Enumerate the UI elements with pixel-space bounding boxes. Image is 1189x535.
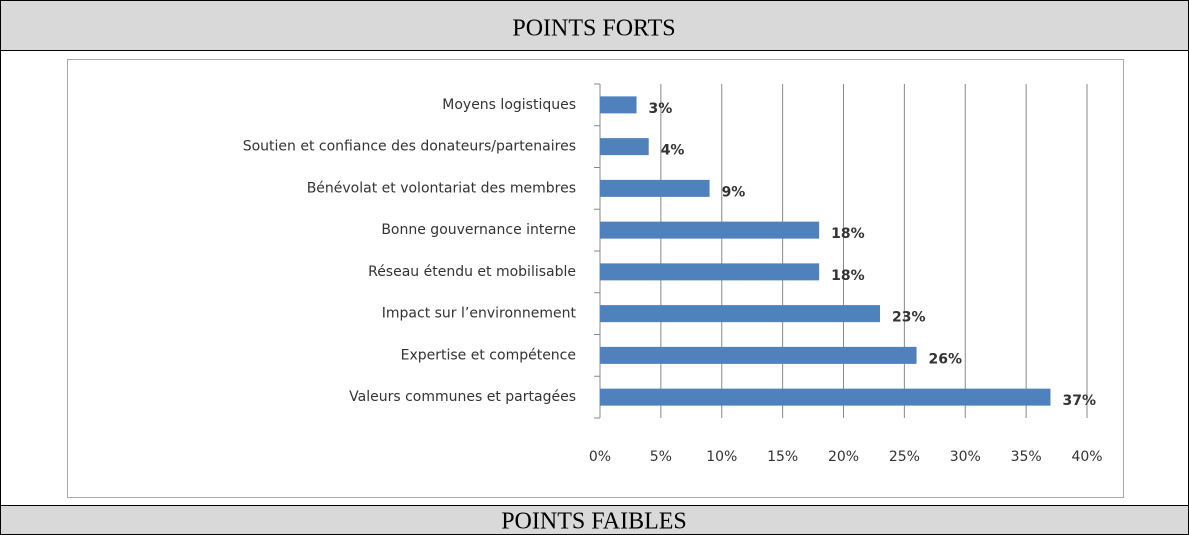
header-row xyxy=(1,1,1188,50)
data-label: 18% xyxy=(831,268,865,284)
x-tick-label: 25% xyxy=(889,449,920,465)
data-label: 3% xyxy=(649,101,673,117)
category-label: Impact sur l’environnement xyxy=(382,306,577,322)
category-label: Soutien et confiance des donateurs/parte… xyxy=(243,139,576,155)
category-label: Réseau étendu et mobilisable xyxy=(368,264,576,280)
footer-title: POINTS FAIBLES xyxy=(501,509,687,535)
footer-row xyxy=(1,506,1188,534)
bar xyxy=(600,346,917,364)
x-tick-label: 30% xyxy=(950,449,981,465)
bar xyxy=(600,305,881,323)
data-label: 26% xyxy=(929,351,963,367)
x-tick-label: 20% xyxy=(828,449,859,465)
data-label: 4% xyxy=(661,143,685,159)
category-label: Moyens logistiques xyxy=(442,97,576,113)
x-tick-label: 5% xyxy=(650,449,672,465)
x-tick-label: 15% xyxy=(767,449,798,465)
bar xyxy=(600,96,637,114)
data-label: 37% xyxy=(1062,393,1096,409)
category-label: Bénévolat et volontariat des membres xyxy=(307,180,576,196)
bar xyxy=(600,138,649,156)
data-label: 23% xyxy=(892,310,926,326)
bar xyxy=(600,221,820,239)
x-tick-label: 35% xyxy=(1011,449,1042,465)
bar xyxy=(600,263,820,281)
x-tick-label: 0% xyxy=(589,449,611,465)
category-label: Valeurs communes et partagées xyxy=(349,389,576,405)
category-label: Bonne gouvernance interne xyxy=(381,222,576,238)
bar xyxy=(600,179,710,197)
chart-frame xyxy=(67,59,1124,498)
bar xyxy=(600,388,1051,406)
chart: 0% 5% 10% 15% 20% 25% 30% 35% 40% Moyens logistiq… xyxy=(243,83,1103,465)
x-tick-label: 10% xyxy=(706,449,737,465)
data-label: 18% xyxy=(831,226,865,242)
x-tick-label: 40% xyxy=(1071,449,1102,465)
data-label: 9% xyxy=(722,184,746,200)
category-label: Expertise et compétence xyxy=(401,347,576,363)
header-title: POINTS FORTS xyxy=(512,16,675,42)
